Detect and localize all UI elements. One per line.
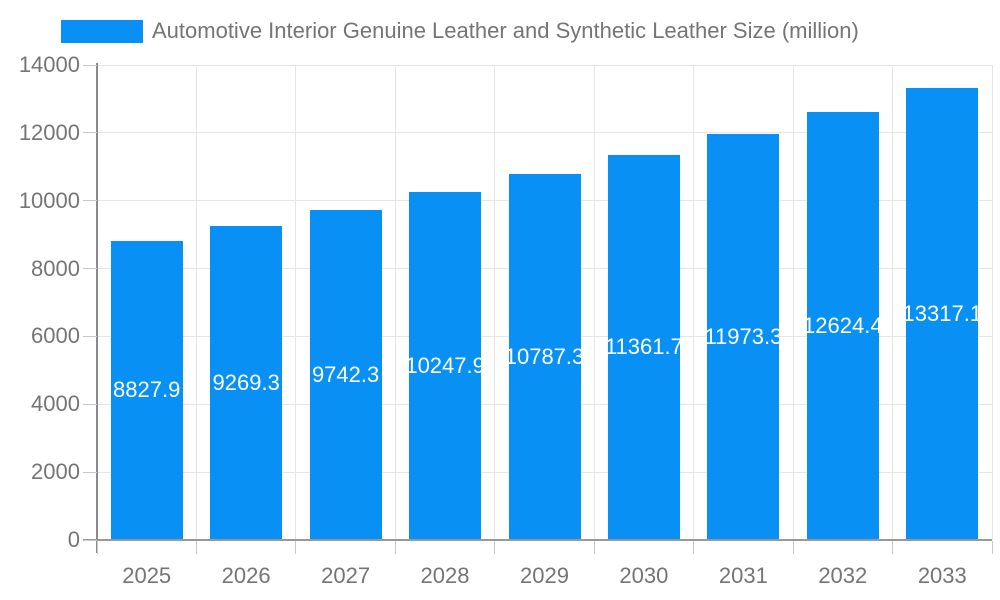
y-tick-label-14000: 14000	[18, 52, 80, 77]
gridline-v-9	[991, 65, 993, 540]
x-tick-label-2026: 2026	[221, 563, 271, 588]
y-tick-6000	[83, 335, 97, 337]
bar-2025[interactable]: 8827.9	[110, 240, 183, 540]
gridline-v-1	[195, 65, 197, 540]
x-tick-label-2025: 2025	[122, 563, 172, 588]
y-tick-label-6000: 6000	[31, 323, 80, 349]
y-tick-2000	[83, 471, 97, 473]
x-tick-0	[96, 541, 98, 554]
bar-2032[interactable]: 12624.4	[806, 111, 879, 540]
bar-value-label: 11973.3	[707, 323, 780, 349]
gridline-v-3	[394, 65, 396, 540]
bar-value-label: 13317.1	[906, 301, 979, 327]
gridline-v-4	[494, 65, 496, 540]
bar-2028[interactable]: 10247.9	[409, 192, 482, 540]
bar-2029[interactable]: 10787.3	[508, 174, 581, 540]
bar-2027[interactable]: 9742.3	[309, 209, 382, 540]
x-tick-label-2032: 2032	[818, 563, 868, 588]
bar-value-label: 9269.3	[212, 369, 280, 395]
bar-value-label: 10247.9	[409, 353, 482, 379]
y-tick-label-2000: 2000	[31, 459, 80, 485]
bar-2026[interactable]: 9269.3	[210, 225, 283, 540]
bar-value-label: 8827.9	[113, 377, 181, 403]
x-tick-5	[593, 541, 595, 554]
x-tick-3	[394, 541, 396, 554]
x-tick-9	[991, 541, 993, 554]
y-tick-8000	[83, 268, 97, 270]
y-tick-12000	[83, 132, 97, 134]
bar-2033[interactable]: 13317.1	[906, 88, 979, 540]
x-axis-line	[83, 539, 992, 541]
x-tick-7	[792, 541, 794, 554]
bar-value-label: 10787.3	[508, 344, 581, 369]
plot-area: 8827.9 9269.3 9742.3 10247.9 10787.3 11361.7 1…	[97, 64, 993, 540]
gridline-v-7	[792, 65, 794, 540]
y-tick-label-4000: 4000	[31, 391, 80, 417]
x-tick-label-2030: 2030	[619, 563, 669, 588]
y-tick-label-12000: 12000	[18, 119, 80, 145]
x-tick-label-2031: 2031	[718, 563, 768, 588]
legend-series-label[interactable]: Automotive Interior Genuine Leather and …	[152, 18, 859, 43]
x-tick-2	[295, 541, 297, 554]
y-tick-14000	[83, 64, 97, 66]
x-tick-label-2027: 2027	[321, 563, 371, 588]
x-tick-label-2033: 2033	[917, 563, 967, 588]
x-tick-6	[693, 541, 695, 554]
gridline-v-5	[593, 65, 595, 540]
y-tick-label-8000: 8000	[31, 255, 80, 281]
y-tick-10000	[83, 200, 97, 202]
bar-value-label: 12624.4	[806, 312, 879, 338]
x-tick-4	[494, 541, 496, 554]
x-tick-8	[892, 541, 894, 554]
bar-value-label: 11361.7	[607, 334, 680, 360]
y-tick-label-10000: 10000	[18, 187, 80, 213]
x-tick-1	[195, 541, 197, 554]
legend: Automotive Interior Genuine Leather and …	[0, 0, 1000, 55]
x-tick-label-2028: 2028	[420, 563, 470, 588]
gridline-h-14000	[97, 64, 992, 66]
gridline-v-2	[295, 65, 297, 540]
y-tick-4000	[83, 403, 97, 405]
gridline-v-8	[892, 65, 894, 540]
bar-2031[interactable]: 11973.3	[707, 133, 780, 540]
bar-value-label: 9742.3	[311, 361, 380, 387]
gridline-h-12000	[97, 132, 992, 134]
y-tick-label-0: 0	[67, 527, 80, 552]
gridline-v-6	[693, 65, 695, 540]
bar-2030[interactable]: 11361.7	[607, 154, 680, 540]
y-tick-0	[83, 539, 97, 541]
y-axis-line	[96, 63, 98, 553]
x-tick-label-2029: 2029	[520, 563, 569, 588]
legend-swatch[interactable]	[61, 20, 143, 43]
